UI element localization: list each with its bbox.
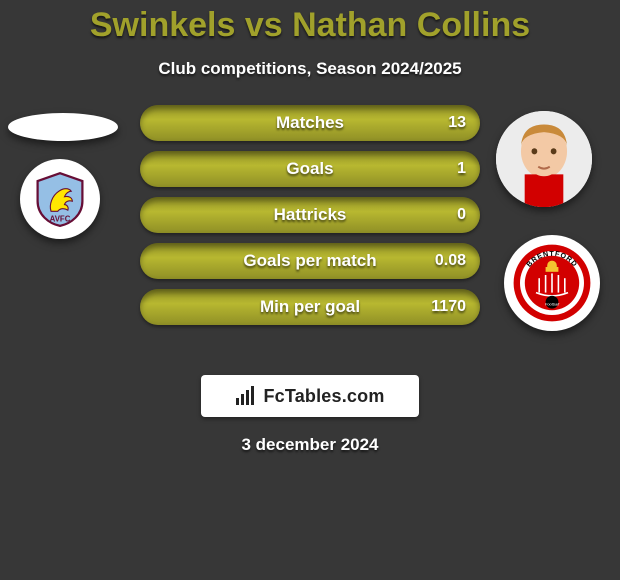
stat-right-value: 1 [457,160,466,178]
stat-row-matches: Matches 13 [140,105,480,141]
stat-label: Goals per match [243,251,376,271]
player-left-photo [8,113,118,141]
player-photo-icon [496,111,592,207]
subtitle: Club competitions, Season 2024/2025 [0,59,620,79]
date-text: 3 december 2024 [0,435,620,455]
svg-text:Football: Football [545,301,559,306]
brand-text: FcTables.com [263,386,384,407]
bars-icon [235,386,257,406]
stat-row-mpg: Min per goal 1170 [140,289,480,325]
brentford-crest-icon: Football BRENTFORD [512,243,592,323]
stat-right-value: 0 [457,206,466,224]
svg-text:AVFC: AVFC [50,214,71,223]
stat-label: Goals [286,159,333,179]
club-crest-right: Football BRENTFORD [504,235,600,331]
brand-badge: FcTables.com [201,375,419,417]
club-crest-left: AVFC [20,159,100,239]
stat-right-value: 0.08 [435,252,466,270]
stat-row-hattricks: Hattricks 0 [140,197,480,233]
player-right-photo [496,111,592,207]
stat-row-gpm: Goals per match 0.08 [140,243,480,279]
comparison-arena: AVFC [0,105,620,365]
avfc-crest-icon: AVFC [32,171,88,227]
stat-bars: Matches 13 Goals 1 Hattricks 0 Goals per… [140,105,480,335]
stat-right-value: 13 [448,114,466,132]
stat-row-goals: Goals 1 [140,151,480,187]
page-title: Swinkels vs Nathan Collins [0,0,620,45]
stat-right-value: 1170 [431,298,466,316]
stat-label: Hattricks [274,205,347,225]
stat-label: Matches [276,113,344,133]
stat-label: Min per goal [260,297,360,317]
